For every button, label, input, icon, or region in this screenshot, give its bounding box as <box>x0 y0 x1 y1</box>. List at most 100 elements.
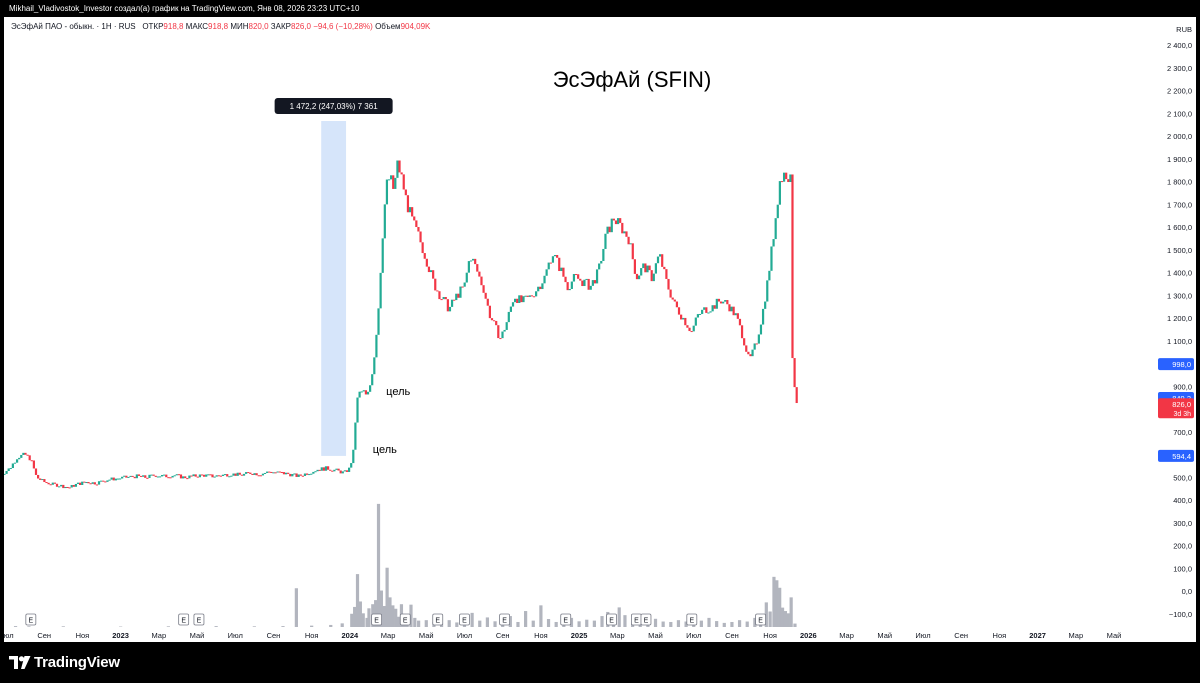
earnings-marker <box>606 613 617 626</box>
earnings-marker-letter: E <box>197 618 202 625</box>
x-tick-label: Сен <box>725 631 739 640</box>
earnings-marker <box>755 613 766 626</box>
volume-bar <box>707 617 711 627</box>
candle-body <box>549 262 552 264</box>
candle-body <box>469 260 473 262</box>
candle-body <box>522 296 525 303</box>
candle-body <box>301 475 304 477</box>
candle-body <box>343 470 346 472</box>
candle-body <box>282 472 286 475</box>
candle-body <box>450 299 454 307</box>
candle-body <box>347 467 351 472</box>
candle-body <box>198 474 201 478</box>
candle-body <box>499 338 502 340</box>
candle-body <box>400 172 403 175</box>
candle-body <box>415 220 418 228</box>
legend-close: 826,0 <box>290 22 311 31</box>
candle-body <box>755 343 758 345</box>
candle-body <box>297 474 300 477</box>
candle-body <box>165 474 168 478</box>
candle-body <box>530 295 534 297</box>
candle-body <box>690 331 693 333</box>
candle-body <box>585 278 588 280</box>
candle-body <box>207 474 210 476</box>
candle-body <box>707 312 710 314</box>
x-tick-label: Май <box>419 631 434 640</box>
legend-open: 918,8 <box>163 22 184 31</box>
price-chart[interactable]: ЭсЭфАй (SFIN) 1 472,2 (247,03%) 7 361 цель… <box>4 17 1196 642</box>
y-tick-label: 100,0 <box>1173 564 1192 573</box>
y-tick-label: 700,0 <box>1173 428 1192 437</box>
candle-body <box>398 160 401 173</box>
candle-body <box>219 475 223 477</box>
candle-body <box>110 477 113 480</box>
earnings-marker <box>178 613 190 626</box>
candle-body <box>684 317 687 326</box>
candle-body <box>87 482 90 484</box>
candle-body <box>79 482 82 485</box>
candle-body <box>68 487 71 489</box>
candle-body <box>335 468 338 470</box>
x-tick-label: Ноя <box>76 631 90 640</box>
candle-body <box>675 301 679 308</box>
candle-body <box>369 385 372 392</box>
candle-body <box>429 270 433 273</box>
candle-body <box>619 218 622 223</box>
candle-body <box>671 297 674 300</box>
candle-body <box>646 265 649 273</box>
candle-body <box>127 476 130 478</box>
chart-panel[interactable]: ЭсЭфАй (SFIN) 1 472,2 (247,03%) 7 361 цель… <box>4 17 1196 642</box>
candle-body <box>535 291 538 297</box>
candle-body <box>577 274 580 279</box>
candle-body <box>203 474 206 477</box>
candle-countdown-text: 3d 3h <box>1173 411 1191 418</box>
candle-body <box>385 179 389 205</box>
candle-body <box>665 269 668 279</box>
candle-body <box>268 471 271 473</box>
candle-body <box>320 467 323 471</box>
candle-body <box>181 476 185 479</box>
candle-body <box>76 482 80 484</box>
candle-body <box>55 483 59 487</box>
candle-body <box>270 471 273 473</box>
y-tick-label: −100,0 <box>1169 610 1192 619</box>
volume-bar <box>783 611 788 627</box>
candle-body <box>438 291 441 300</box>
candle-body <box>572 274 576 282</box>
candle-body <box>85 482 88 484</box>
candle-body <box>417 227 420 232</box>
candle-body <box>97 481 101 485</box>
volume-bar <box>358 601 362 627</box>
candle-body <box>553 254 557 257</box>
candle-body <box>425 258 428 267</box>
candle-body <box>312 471 315 474</box>
candle-body <box>711 305 714 312</box>
volume-bar <box>350 613 354 627</box>
candle-body <box>514 298 517 303</box>
candle-body <box>32 460 35 469</box>
candle-body <box>682 317 685 320</box>
candle-body <box>440 299 443 301</box>
y-tick-label: 1 800,0 <box>1167 178 1192 187</box>
candle-body <box>644 263 647 273</box>
candle-body <box>766 280 769 302</box>
candle-body <box>543 275 546 284</box>
candle-body <box>492 320 496 322</box>
x-tick-label: 2026 <box>800 631 817 640</box>
legend-open-label: ОТКР <box>142 22 164 31</box>
candle-body <box>730 306 733 312</box>
candle-body <box>566 282 569 291</box>
candle-body <box>215 475 218 477</box>
candle-body <box>740 325 744 339</box>
candle-body <box>604 233 607 249</box>
x-tick-label: Сен <box>954 631 968 640</box>
volume-bar <box>546 619 551 627</box>
candle-body <box>247 472 250 474</box>
candle-body <box>167 477 170 479</box>
candle-body <box>650 270 653 282</box>
volume-bar <box>447 620 451 627</box>
candle-body <box>156 476 159 478</box>
candle-body <box>745 345 748 352</box>
candle-body <box>789 174 792 183</box>
candle-body <box>722 301 725 304</box>
